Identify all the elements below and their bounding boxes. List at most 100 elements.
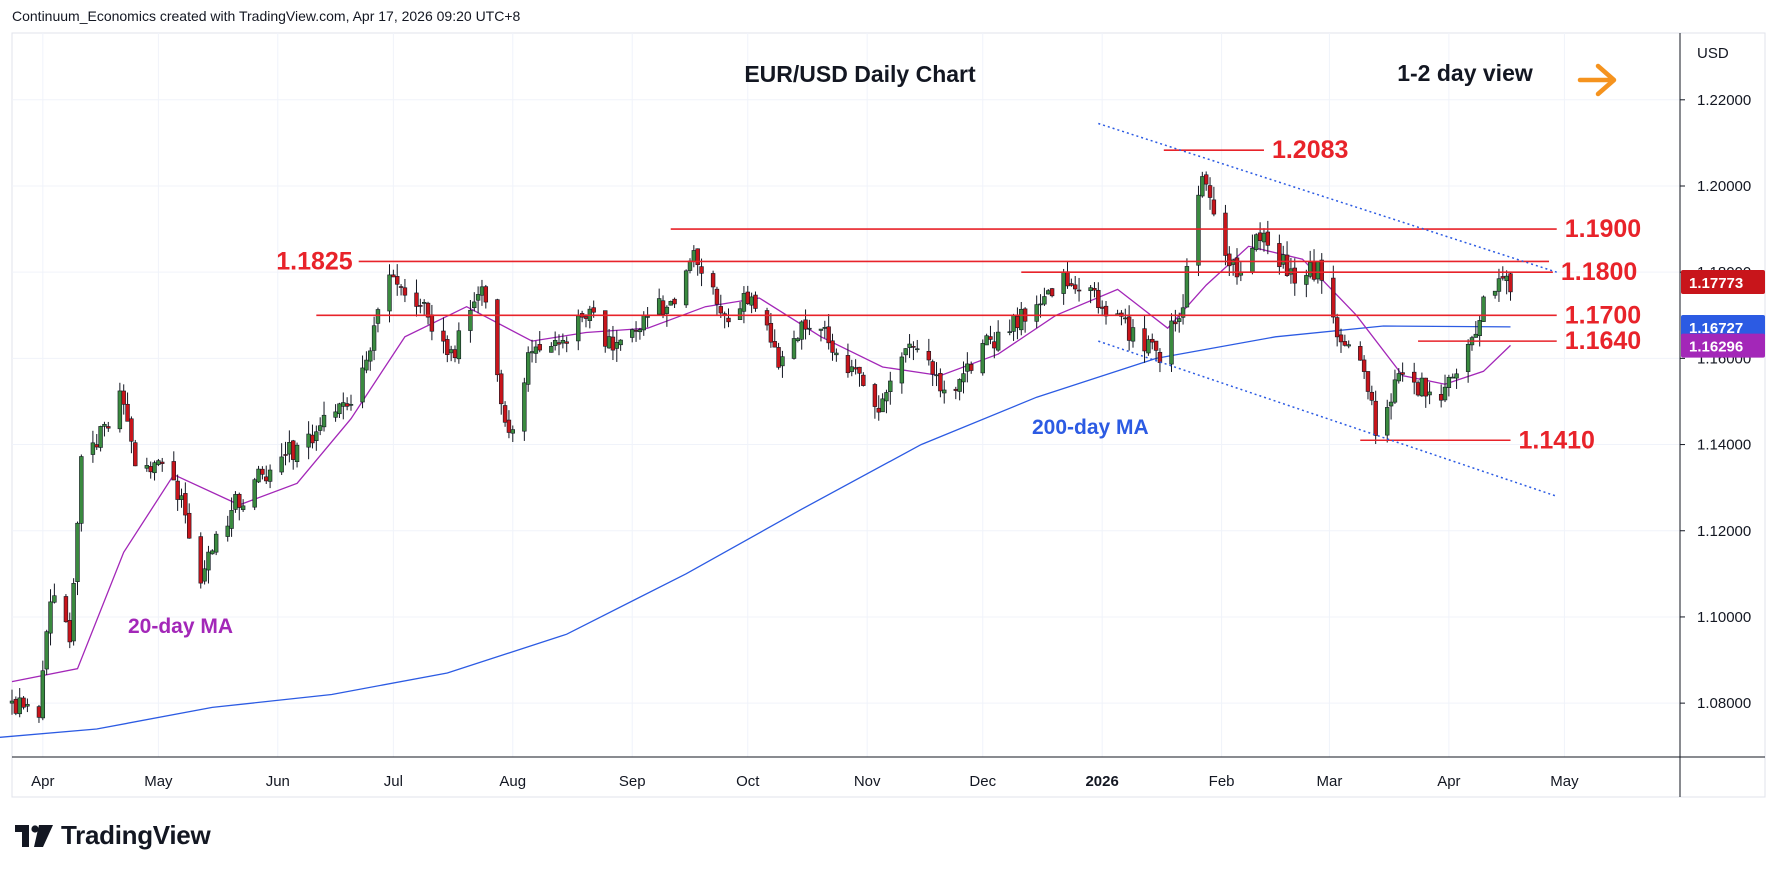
candle <box>795 337 801 343</box>
candle <box>287 430 292 463</box>
candle <box>564 336 569 353</box>
candle <box>17 688 22 718</box>
candle <box>1211 186 1217 217</box>
chart-credit: Continuum_Economics created with Trading… <box>12 8 521 24</box>
candle <box>1473 321 1479 338</box>
candle <box>375 307 381 333</box>
200-day-ma-line <box>0 325 1511 738</box>
candle <box>687 258 693 274</box>
candle <box>1157 348 1163 373</box>
candle <box>1022 307 1028 333</box>
candle <box>1419 372 1425 397</box>
tradingview-logo[interactable]: TradingView <box>15 820 211 851</box>
y-tick-label: 1.08000 <box>1697 695 1751 712</box>
candle <box>834 348 839 362</box>
candle <box>1234 248 1240 285</box>
candle <box>849 359 854 377</box>
candle <box>125 392 130 422</box>
candle <box>710 270 716 295</box>
candle <box>1492 290 1498 299</box>
candle <box>957 378 962 401</box>
candle <box>1076 277 1082 302</box>
candle <box>1042 287 1047 306</box>
candle <box>117 382 123 433</box>
candle <box>79 454 84 532</box>
candle <box>525 346 531 392</box>
candle <box>468 299 473 343</box>
candle <box>21 696 26 710</box>
candle <box>44 629 49 675</box>
candle <box>637 327 643 340</box>
candle <box>202 560 207 585</box>
candle <box>229 497 234 537</box>
candle <box>495 298 500 382</box>
candle <box>1342 334 1348 347</box>
axes-layer: USD1.080001.100001.120001.140001.160001.… <box>12 33 1765 797</box>
candle <box>294 442 300 468</box>
candle <box>1146 335 1151 356</box>
candle <box>183 482 188 524</box>
candle <box>1096 282 1101 314</box>
candle <box>764 307 770 331</box>
x-tick-label: Feb <box>1209 773 1235 790</box>
candle <box>1261 228 1267 252</box>
candle <box>583 314 589 328</box>
candle <box>614 330 619 362</box>
candle <box>499 369 504 415</box>
candle <box>1254 233 1259 252</box>
candle <box>1454 368 1459 389</box>
candle <box>1130 319 1136 348</box>
ma200-layer <box>0 325 1511 738</box>
candle <box>256 465 261 483</box>
candle <box>718 294 724 319</box>
candle <box>1073 276 1078 294</box>
candle <box>240 499 246 512</box>
candle <box>1196 185 1201 277</box>
candle <box>1200 171 1205 198</box>
ma200-price-tag: 1.16727 <box>1681 315 1765 340</box>
candle <box>506 410 512 439</box>
candle <box>587 305 593 329</box>
candle <box>884 389 889 414</box>
candle <box>603 310 608 353</box>
candle <box>668 300 673 306</box>
svg-text:1.17773: 1.17773 <box>1689 275 1743 292</box>
candle <box>344 397 350 411</box>
candle <box>502 401 508 427</box>
candle <box>148 461 153 479</box>
candle <box>630 328 635 343</box>
candle <box>618 339 623 351</box>
x-tick-label: May <box>144 773 173 790</box>
level-label: 1.1700 <box>1565 301 1641 329</box>
candle <box>441 317 446 354</box>
candle <box>968 361 974 374</box>
x-tick-label: Apr <box>1437 773 1460 790</box>
candle <box>791 330 797 360</box>
candle <box>1038 294 1043 318</box>
candle <box>722 311 727 329</box>
candle <box>267 464 273 489</box>
candle <box>980 339 985 376</box>
level-label: 1.1640 <box>1565 327 1641 355</box>
candle <box>1411 362 1417 395</box>
candle <box>1115 309 1120 316</box>
candle <box>1334 313 1340 347</box>
candle <box>160 457 165 472</box>
candle <box>52 583 57 604</box>
candle <box>803 309 808 340</box>
candle <box>368 347 373 371</box>
y-tick-label: 1.20000 <box>1697 178 1751 195</box>
candle <box>807 319 812 336</box>
candle <box>152 460 157 481</box>
candle <box>1019 301 1024 336</box>
level-label: 1.1900 <box>1565 215 1641 243</box>
candle <box>1169 313 1174 372</box>
candle <box>1508 271 1513 301</box>
candle <box>98 425 103 452</box>
candle <box>857 366 862 387</box>
candle <box>456 322 462 364</box>
candle <box>317 417 323 436</box>
x-tick-label: Jun <box>266 773 290 790</box>
candle <box>830 333 835 361</box>
